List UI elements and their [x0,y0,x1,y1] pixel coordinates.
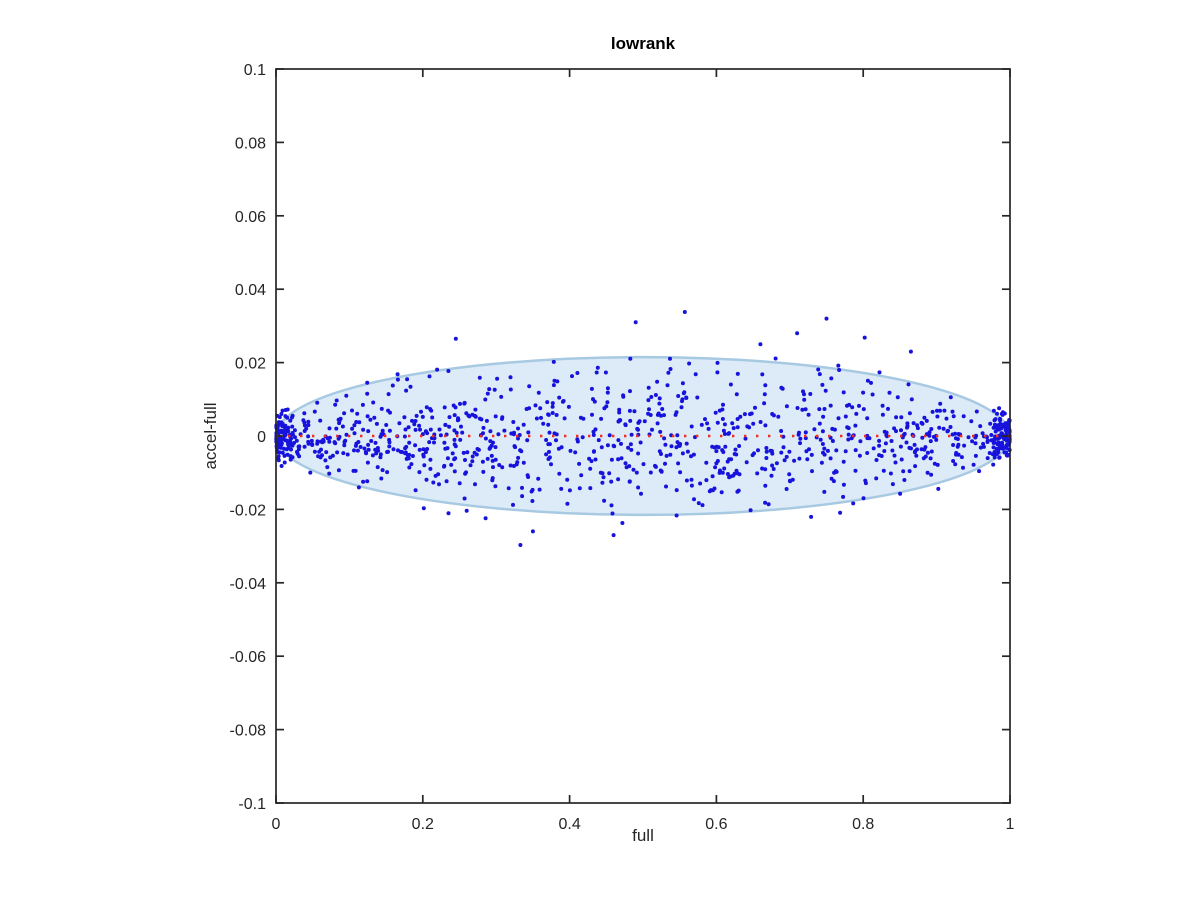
y-tick-label: -0.02 [230,502,267,519]
y-tick-label: 0.06 [235,209,266,226]
axes-layer: 0 0.2 0.4 0.6 0.8 1 0.1 0.08 0.06 0.04 0.02 0 -0.02 -… [230,62,1015,833]
x-tick-label: 0 [272,816,281,833]
x-tick-label: 0.2 [412,816,434,833]
y-tick-label: 0.1 [244,62,266,79]
x-tick-label: 0.8 [852,816,874,833]
y-tick-label: 0.04 [235,282,266,299]
x-tick-label: 0.4 [558,816,580,833]
y-tick-label: -0.04 [230,576,267,593]
y-tick-label: -0.1 [238,796,266,813]
y-tick-label: 0.02 [235,356,266,373]
y-tick-label: -0.06 [230,649,267,666]
y-tick-label: 0 [257,429,266,446]
chart-title: lowrank [610,34,676,53]
x-tick-label: 0.6 [705,816,727,833]
x-axis-label: full [632,826,654,845]
x-tick-label: 1 [1006,816,1015,833]
y-tick-label: 0.08 [235,135,266,152]
y-tick-label: -0.08 [230,723,267,740]
